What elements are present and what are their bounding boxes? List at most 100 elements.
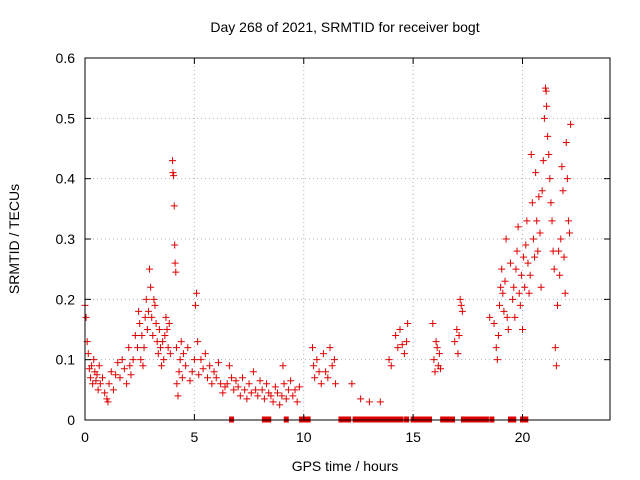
data-point <box>560 253 568 261</box>
data-point <box>144 307 152 315</box>
y-tick-label: 0.5 <box>56 110 76 126</box>
data-point <box>514 223 522 231</box>
data-point <box>538 187 546 195</box>
data-point <box>135 307 143 315</box>
grid-lines <box>85 58 610 420</box>
data-point <box>527 151 535 159</box>
y-tick-label: 0.6 <box>56 50 76 66</box>
data-point <box>398 341 406 349</box>
data-point <box>295 383 303 391</box>
data-point <box>526 271 534 279</box>
data-point <box>208 380 216 388</box>
data-point <box>158 362 166 370</box>
data-point <box>429 319 437 327</box>
data-point <box>456 295 464 303</box>
data-point <box>519 326 526 333</box>
data-point <box>520 253 528 261</box>
x-tick-label: 5 <box>190 429 198 445</box>
data-point <box>310 362 318 370</box>
data-point <box>193 289 201 297</box>
data-point <box>431 368 439 376</box>
data-point <box>228 374 236 382</box>
data-point <box>455 332 463 340</box>
data-point <box>309 344 316 352</box>
data-point <box>315 368 323 376</box>
data-point <box>171 259 179 267</box>
data-point <box>134 344 141 352</box>
data-point <box>263 380 271 388</box>
y-tick-label: 0 <box>67 412 75 428</box>
data-point <box>516 301 524 309</box>
data-point <box>146 265 154 273</box>
data-point <box>148 313 156 321</box>
data-point <box>493 356 501 364</box>
data-point <box>159 338 167 346</box>
data-point <box>457 301 465 309</box>
data-point <box>175 368 183 376</box>
data-point <box>201 350 209 358</box>
data-point <box>554 301 561 309</box>
data-point <box>92 377 100 385</box>
data-point <box>512 265 520 273</box>
data-point <box>385 356 393 364</box>
data-point <box>131 332 139 340</box>
data-point <box>317 380 325 388</box>
data-point <box>169 169 177 177</box>
data-point <box>521 283 529 291</box>
data-point <box>451 338 459 346</box>
x-tick-label: 0 <box>81 429 89 445</box>
data-point <box>137 356 145 364</box>
data-point <box>249 368 257 376</box>
data-point <box>147 283 155 291</box>
data-point <box>432 338 440 346</box>
data-point <box>172 268 180 276</box>
data-point <box>541 84 549 92</box>
data-point <box>284 386 292 394</box>
data-point <box>88 362 96 370</box>
data-point <box>199 365 207 373</box>
data-point <box>269 398 277 406</box>
data-point <box>556 271 564 279</box>
data-point <box>214 359 222 367</box>
data-point <box>99 374 106 382</box>
data-point <box>84 350 92 358</box>
data-point <box>239 374 246 382</box>
data-point <box>287 377 295 385</box>
data-point <box>282 395 290 403</box>
y-axis-label: SRMTID / TECUs <box>6 184 22 294</box>
data-point <box>95 362 103 370</box>
data-point <box>125 344 133 352</box>
data-point <box>212 374 220 382</box>
data-point <box>293 398 301 406</box>
data-point <box>245 380 253 388</box>
data-point <box>552 362 560 370</box>
data-point <box>243 395 251 403</box>
data-point <box>500 307 508 315</box>
data-point <box>173 380 181 388</box>
data-point <box>289 392 297 400</box>
data-point <box>254 392 262 400</box>
data-point <box>165 319 173 327</box>
data-point <box>160 356 168 364</box>
data-point <box>510 283 518 291</box>
data-point <box>234 383 242 391</box>
data-point <box>204 374 211 382</box>
data-point <box>328 362 336 370</box>
data-point <box>118 356 126 364</box>
data-point <box>540 114 548 122</box>
data-point <box>274 389 281 397</box>
data-point <box>247 389 255 397</box>
data-point <box>400 350 408 358</box>
data-point <box>114 359 122 367</box>
data-point <box>539 157 547 165</box>
data-point <box>150 295 158 303</box>
data-point <box>86 374 94 382</box>
data-point <box>546 175 554 183</box>
data-point <box>219 389 227 397</box>
data-point <box>194 338 202 346</box>
data-point <box>93 371 101 379</box>
data-point <box>184 344 192 352</box>
data-point <box>562 138 570 146</box>
data-point <box>197 356 205 364</box>
y-tick-label: 0.1 <box>56 352 76 368</box>
